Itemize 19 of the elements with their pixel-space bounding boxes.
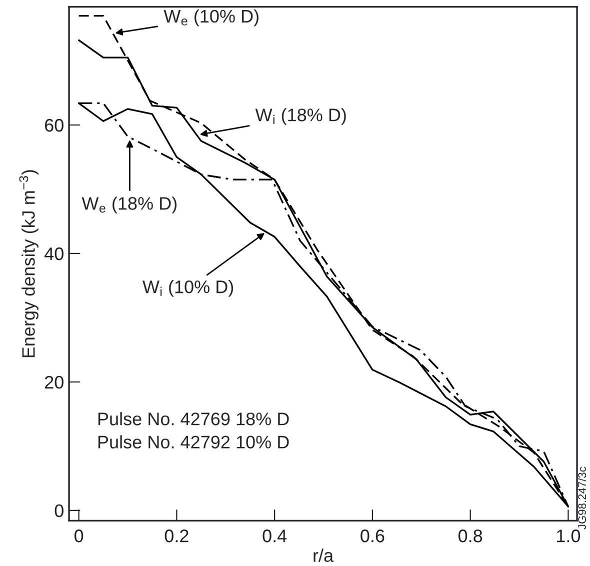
annotation: W$_{e}$ (10% D) [164, 9, 258, 26]
x-tick-label: 0 [74, 530, 84, 542]
x-tick-label: 0.6 [360, 530, 384, 542]
x-tick-label: 1.0 [557, 530, 580, 542]
x-tick-label: 0.2 [164, 530, 188, 542]
y-axis-title: Energy density (kJ m$^{−3}$) [19, 170, 38, 358]
x-tick-label: 0.8 [458, 530, 482, 542]
annotation: W$_{i}$ (18% D) [255, 108, 346, 125]
annotation: Pulse No. 42792 10% D [98, 435, 289, 448]
annotation: W$_{e}$ (18% D) [82, 196, 177, 214]
y-tick-label: 0 [54, 504, 64, 518]
text: JG98.247/3c [578, 466, 586, 530]
y-tick-label: 60 [45, 118, 64, 132]
annotation: Pulse No. 42769 18% D [98, 412, 289, 426]
y-tick-label: 40 [44, 247, 64, 260]
annotation: W$_{i}$ (10% D) [142, 280, 234, 297]
x-tick-label: 0.4 [262, 530, 287, 542]
x-axis-title: r/a [314, 548, 334, 562]
y-tick-label: 20 [44, 376, 64, 389]
